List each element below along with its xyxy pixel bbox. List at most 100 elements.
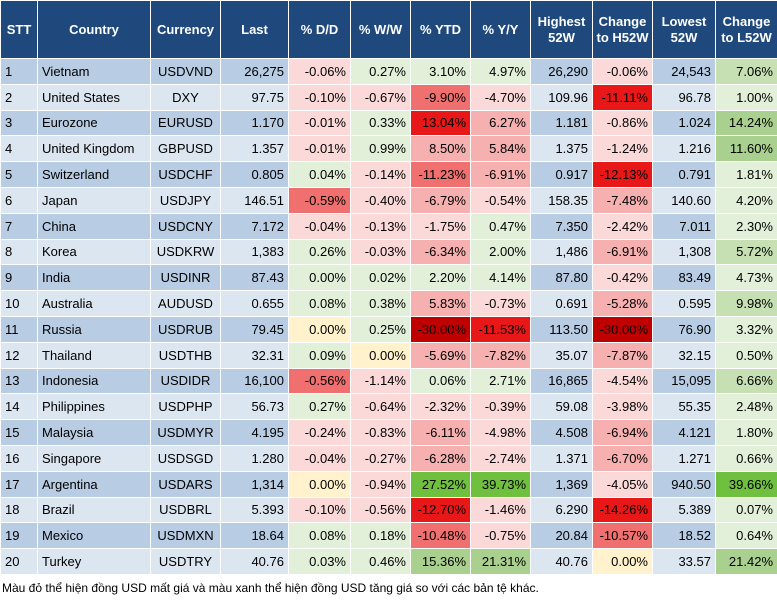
value-cell: -4.70%: [470, 83, 531, 111]
table-row: 5 Switzerland USDCHF 0.805 0.04% -0.14% -11.23…: [0, 161, 777, 188]
value-cell: 20: [0, 548, 38, 575]
column-header: % Y/Y: [470, 0, 531, 59]
value-cell: 33.57: [652, 548, 716, 575]
value-cell: 4: [0, 135, 38, 163]
value-cell: 32.15: [652, 341, 716, 369]
value-cell: 2.20%: [410, 264, 471, 292]
value-cell: 1,383: [220, 238, 289, 266]
column-header: % D/D: [288, 0, 351, 59]
value-cell: 1,369: [530, 470, 593, 498]
value-cell: -1.46%: [470, 496, 531, 524]
value-cell: 1.00%: [715, 83, 777, 111]
value-cell: 1.216: [652, 135, 716, 163]
value-cell: 0.66%: [715, 444, 777, 472]
value-cell: -5.28%: [592, 290, 653, 317]
value-cell: 5.72%: [715, 238, 777, 266]
value-cell: 0.27%: [288, 393, 351, 421]
value-cell: 26,290: [530, 58, 593, 85]
value-cell: 20.84: [530, 522, 593, 550]
value-cell: -0.10%: [288, 83, 351, 111]
value-cell: 1.375: [530, 135, 593, 163]
currency-cell: USDCNY: [150, 212, 221, 240]
value-cell: 8: [0, 238, 38, 266]
value-cell: 1: [0, 58, 38, 85]
value-cell: 3.32%: [715, 315, 777, 343]
value-cell: -2.74%: [470, 444, 531, 472]
value-cell: 5.83%: [410, 290, 471, 317]
country-cell: Russia: [37, 315, 151, 343]
value-cell: 146.51: [220, 186, 289, 214]
value-cell: -0.01%: [288, 135, 351, 163]
value-cell: 18: [0, 496, 38, 524]
currency-cell: AUDUSD: [150, 290, 221, 317]
value-cell: 7.172: [220, 212, 289, 240]
country-cell: Malaysia: [37, 419, 151, 446]
value-cell: 8.50%: [410, 135, 471, 163]
value-cell: -1.24%: [592, 135, 653, 163]
value-cell: -0.14%: [350, 161, 411, 188]
value-cell: 0.08%: [288, 522, 351, 550]
currency-cell: USDJPY: [150, 186, 221, 214]
value-cell: 0.00%: [288, 315, 351, 343]
value-cell: 4.195: [220, 419, 289, 446]
value-cell: -7.82%: [470, 341, 531, 369]
value-cell: 5.393: [220, 496, 289, 524]
country-cell: Brazil: [37, 496, 151, 524]
value-cell: 12: [0, 341, 38, 369]
value-cell: -0.39%: [470, 393, 531, 421]
country-cell: India: [37, 264, 151, 292]
value-cell: -0.27%: [350, 444, 411, 472]
value-cell: 2.00%: [470, 238, 531, 266]
country-cell: Indonesia: [37, 367, 151, 395]
value-cell: 2: [0, 83, 38, 111]
value-cell: 1.181: [530, 109, 593, 137]
value-cell: 9.98%: [715, 290, 777, 317]
value-cell: -6.91%: [592, 238, 653, 266]
table-row: 20 Turkey USDTRY 40.76 0.03% 0.46% 15.36% 21.31…: [0, 548, 777, 575]
value-cell: 0.33%: [350, 109, 411, 137]
value-cell: 0.27%: [350, 58, 411, 85]
value-cell: 1,308: [652, 238, 716, 266]
value-cell: 1.357: [220, 135, 289, 163]
country-cell: Turkey: [37, 548, 151, 575]
value-cell: -6.79%: [410, 186, 471, 214]
value-cell: -0.56%: [288, 367, 351, 395]
value-cell: -0.40%: [350, 186, 411, 214]
currency-cell: EURUSD: [150, 109, 221, 137]
value-cell: 0.655: [220, 290, 289, 317]
currency-cell: USDMXN: [150, 522, 221, 550]
value-cell: -0.06%: [288, 58, 351, 85]
value-cell: 1.280: [220, 444, 289, 472]
value-cell: -6.70%: [592, 444, 653, 472]
value-cell: 10: [0, 290, 38, 317]
country-cell: United States: [37, 83, 151, 111]
value-cell: 21.42%: [715, 548, 777, 575]
value-cell: 0.00%: [288, 264, 351, 292]
value-cell: 56.73: [220, 393, 289, 421]
value-cell: -6.91%: [470, 161, 531, 188]
value-cell: 0.09%: [288, 341, 351, 369]
currency-cell: USDTHB: [150, 341, 221, 369]
value-cell: 0.00%: [592, 548, 653, 575]
currency-cell: USDTRY: [150, 548, 221, 575]
value-cell: 18.64: [220, 522, 289, 550]
table-row: 7 China USDCNY 7.172 -0.04% -0.13% -1.75% 0.47%…: [0, 212, 777, 240]
value-cell: 59.08: [530, 393, 593, 421]
table-row: 13 Indonesia USDIDR 16,100 -0.56% -1.14% 0.06%…: [0, 367, 777, 395]
value-cell: 0.38%: [350, 290, 411, 317]
table-row: 16 Singapore USDSGD 1.280 -0.04% -0.27% -6.28%…: [0, 444, 777, 472]
value-cell: 26,275: [220, 58, 289, 85]
value-cell: 96.78: [652, 83, 716, 111]
value-cell: 3.10%: [410, 58, 471, 85]
table-row: 17 Argentina USDARS 1,314 0.00% -0.94% 27.52% 3…: [0, 470, 777, 498]
currency-cell: USDMYR: [150, 419, 221, 446]
value-cell: 0.99%: [350, 135, 411, 163]
value-cell: 39.73%: [470, 470, 531, 498]
value-cell: 7: [0, 212, 38, 240]
currency-cell: USDKRW: [150, 238, 221, 266]
value-cell: 0.805: [220, 161, 289, 188]
table-row: 15 Malaysia USDMYR 4.195 -0.24% -0.83% -6.11% -…: [0, 419, 777, 446]
country-cell: China: [37, 212, 151, 240]
value-cell: 0.50%: [715, 341, 777, 369]
value-cell: -2.32%: [410, 393, 471, 421]
